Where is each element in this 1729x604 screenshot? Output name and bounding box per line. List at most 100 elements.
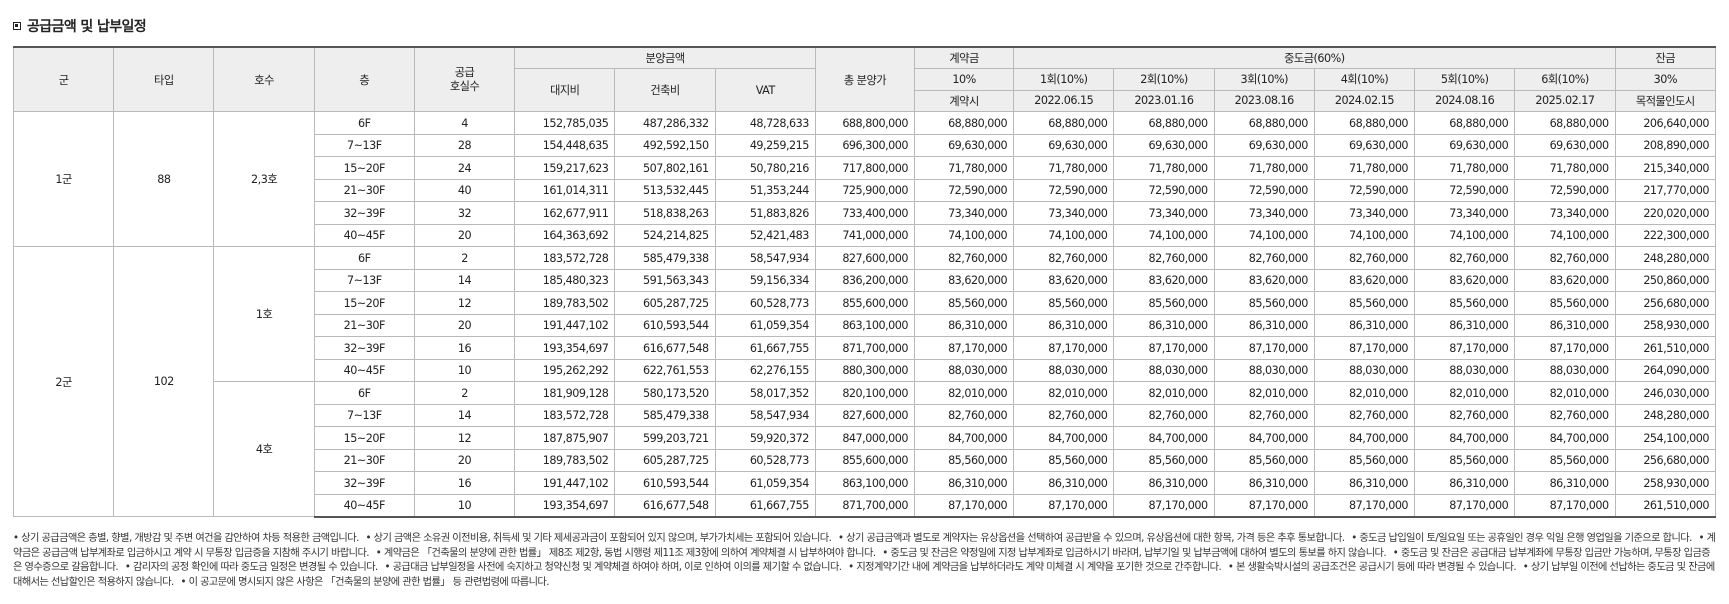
contract-cell: 86,310,000 xyxy=(913,313,1015,338)
section-title: 공급금액 및 납부일정 xyxy=(13,16,147,36)
table-header: 군 타입 호수 층 공급 호실수 분양금액 총 분양가 계약금 중도금(60%)… xyxy=(12,46,1717,113)
middle-6-cell: 88,030,000 xyxy=(1514,358,1616,383)
middle-5-cell: 82,010,000 xyxy=(1414,381,1516,405)
middle-1-cell: 72,590,000 xyxy=(1013,178,1115,203)
contract-cell: 87,170,000 xyxy=(913,336,1015,360)
building-cell: 492,592,150 xyxy=(614,133,716,158)
note-text: 상기 공급금액과 별도로 계약자는 유상옵션을 선택하여 공급받을 수 있으며,… xyxy=(846,533,1345,544)
total-cell: 871,700,000 xyxy=(814,493,916,518)
middle-3-cell: 86,310,000 xyxy=(1213,471,1315,495)
table-row: 21~30F 40 161,014,311 513,532,445 51,353,244… xyxy=(14,178,1717,203)
note-text: 상기 금액은 소유권 이전비용, 취득세 및 기타 제세공과금이 포함되어 있지… xyxy=(373,533,832,544)
middle-1-cell: 82,010,000 xyxy=(1013,381,1115,405)
balance-cell: 220,020,000 xyxy=(1614,201,1717,225)
vat-cell: 48,728,633 xyxy=(714,111,816,135)
note-item: • 공급대금 납부일정을 사전에 숙지하고 청약신청 및 계약체결 하여야 하며… xyxy=(384,562,842,573)
middle-3-cell: 83,620,000 xyxy=(1213,268,1315,293)
balance-cell: 254,100,000 xyxy=(1614,426,1717,450)
supply-count-cell: 10 xyxy=(413,358,516,383)
header-middle-3: 3회(10%) xyxy=(1213,68,1315,91)
middle-6-cell: 86,310,000 xyxy=(1514,313,1616,338)
middle-1-cell: 82,760,000 xyxy=(1013,246,1115,270)
middle-1-cell: 71,780,000 xyxy=(1013,156,1115,180)
header-balance: 잔금 xyxy=(1614,46,1717,70)
note-text: 감리자의 공정 확인에 따라 중도금 일정은 변경될 수 있습니다. xyxy=(132,562,378,573)
contract-cell: 82,010,000 xyxy=(913,381,1015,405)
total-cell: 741,000,000 xyxy=(814,223,916,248)
middle-3-cell: 82,760,000 xyxy=(1213,246,1315,270)
group-cell: 2군 xyxy=(12,246,115,518)
land-cell: 159,217,623 xyxy=(514,156,616,180)
supply-count-cell: 14 xyxy=(413,403,516,428)
middle-1-cell: 85,560,000 xyxy=(1013,448,1115,473)
supply-count-cell: 16 xyxy=(413,471,516,495)
building-cell: 616,677,548 xyxy=(614,493,716,518)
middle-4-cell: 69,630,000 xyxy=(1313,133,1416,158)
building-cell: 507,802,161 xyxy=(614,156,716,180)
note-text: 중도금 납입일이 토/일요일 또는 공휴일인 경우 익일 은행 영업일을 기준으… xyxy=(1359,533,1692,544)
header-land: 대지비 xyxy=(514,68,616,113)
floor-cell: 6F xyxy=(313,111,415,135)
type-cell: 88 xyxy=(113,111,215,248)
middle-3-cell: 84,700,000 xyxy=(1213,426,1315,450)
middle-6-cell: 74,100,000 xyxy=(1514,223,1616,248)
contract-cell: 74,100,000 xyxy=(913,223,1015,248)
middle-4-cell: 82,760,000 xyxy=(1313,246,1416,270)
floor-cell: 21~30F xyxy=(313,313,415,338)
middle-3-cell: 85,560,000 xyxy=(1213,291,1315,315)
header-sale-price: 분양금액 xyxy=(514,46,816,70)
bullet-icon: • xyxy=(365,533,374,544)
middle-4-cell: 86,310,000 xyxy=(1313,313,1416,338)
bullet-icon: • xyxy=(1698,533,1707,544)
header-group: 군 xyxy=(12,46,115,113)
middle-6-cell: 86,310,000 xyxy=(1514,471,1616,495)
table-body: 1군 88 2,3호 6F 4 152,785,035 487,286,332 48,728,… xyxy=(12,111,1717,518)
note-item: • 상기 공급금액과 별도로 계약자는 유상옵션을 선택하여 공급받을 수 있으… xyxy=(838,533,1345,544)
middle-1-cell: 82,760,000 xyxy=(1013,403,1115,428)
land-cell: 189,783,502 xyxy=(514,448,616,473)
middle-1-cell: 86,310,000 xyxy=(1013,471,1115,495)
note-text: 중도금 및 잔금은 공급대금 납부계좌에 무통장 입금만 가능하며, 무통장 입… xyxy=(13,547,1711,574)
table-row: 7~13F 14 183,572,728 585,479,338 58,547,934 8… xyxy=(14,403,1717,428)
contract-cell: 87,170,000 xyxy=(913,493,1015,518)
middle-6-cell: 68,880,000 xyxy=(1514,111,1616,135)
building-cell: 585,479,338 xyxy=(614,403,716,428)
contract-cell: 82,760,000 xyxy=(913,403,1015,428)
building-cell: 591,563,343 xyxy=(614,268,716,293)
header-unit: 호수 xyxy=(213,46,315,113)
middle-1-cell: 87,170,000 xyxy=(1013,493,1115,518)
vat-cell: 62,276,155 xyxy=(714,358,816,383)
middle-5-cell: 74,100,000 xyxy=(1414,223,1516,248)
vat-cell: 51,353,244 xyxy=(714,178,816,203)
middle-5-cell: 86,310,000 xyxy=(1414,313,1516,338)
table-row: 2군 102 1호 6F 2 183,572,728 585,479,338 58,547,9… xyxy=(12,246,1717,518)
middle-5-cell: 85,560,000 xyxy=(1414,448,1516,473)
total-cell: 827,600,000 xyxy=(814,403,916,428)
header-supply-units: 공급 호실수 xyxy=(413,46,516,113)
middle-3-cell: 74,100,000 xyxy=(1213,223,1315,248)
note-text: 이 공고문에 명시되지 않은 사항은 「건축물의 분양에 관한 법률」 등 관련… xyxy=(188,576,550,588)
supply-count-cell: 2 xyxy=(413,381,516,405)
middle-2-cell: 87,170,000 xyxy=(1113,336,1215,360)
building-cell: 605,287,725 xyxy=(614,291,716,315)
balance-cell: 258,930,000 xyxy=(1614,471,1717,495)
supply-count-cell: 14 xyxy=(413,268,516,293)
vat-cell: 51,883,826 xyxy=(714,201,816,225)
header-middle-3-date: 2023.08.16 xyxy=(1213,89,1315,113)
middle-6-cell: 73,340,000 xyxy=(1514,201,1616,225)
middle-5-cell: 87,170,000 xyxy=(1414,336,1516,360)
table-row: 40~45F 10 193,354,697 616,677,548 61,667,755… xyxy=(14,493,1717,518)
balance-cell: 215,340,000 xyxy=(1614,156,1717,180)
middle-1-cell: 73,340,000 xyxy=(1013,201,1115,225)
vat-cell: 58,017,352 xyxy=(714,381,816,405)
floor-cell: 32~39F xyxy=(313,201,415,225)
total-cell: 836,200,000 xyxy=(814,268,916,293)
total-cell: 871,700,000 xyxy=(814,336,916,360)
note-text: 공급대금 납부일정을 사전에 숙지하고 청약신청 및 계약체결 하여야 하며, … xyxy=(392,562,842,573)
floor-cell: 32~39F xyxy=(313,336,415,360)
supply-count-cell: 10 xyxy=(413,493,516,518)
middle-5-cell: 73,340,000 xyxy=(1414,201,1516,225)
middle-2-cell: 87,170,000 xyxy=(1113,493,1215,518)
middle-6-cell: 82,760,000 xyxy=(1514,403,1616,428)
middle-2-cell: 71,780,000 xyxy=(1113,156,1215,180)
